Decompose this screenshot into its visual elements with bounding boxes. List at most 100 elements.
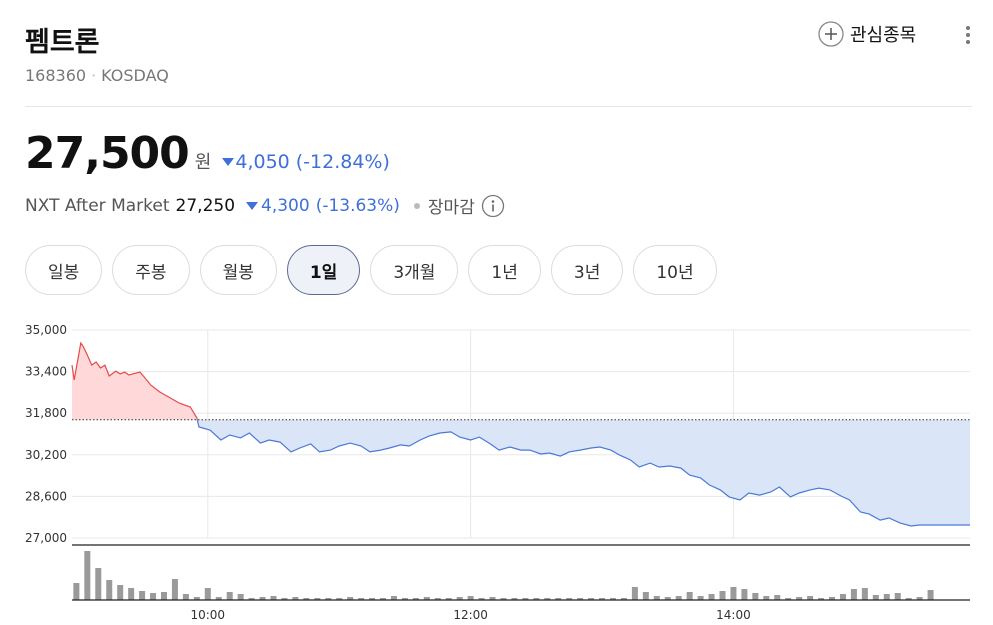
volume-bar xyxy=(358,598,365,600)
volume-bar xyxy=(796,597,803,600)
after-market-row: NXT After Market 27,250 4,300 (-13.63%) … xyxy=(25,193,505,218)
volume-bar xyxy=(544,598,551,600)
volume-bar xyxy=(609,598,616,600)
x-tick-label: 10:00 xyxy=(190,608,225,622)
volume-bar xyxy=(434,598,441,600)
volume-bar xyxy=(182,594,189,600)
period-tab[interactable]: 월봉 xyxy=(199,245,277,295)
volume-bar xyxy=(193,597,200,600)
volume-bar xyxy=(818,598,825,600)
volume-bar xyxy=(456,597,463,600)
change: 4,050 xyxy=(235,151,290,173)
volume-bar xyxy=(467,596,474,600)
price-line xyxy=(71,341,970,527)
stock-name: 펨트론 xyxy=(25,27,100,58)
volume-bar xyxy=(303,598,310,600)
volume-bar xyxy=(861,588,868,600)
y-tick-label: 28,600 xyxy=(25,489,67,503)
y-tick-label: 31,800 xyxy=(25,406,67,420)
volume-bar xyxy=(325,598,332,600)
volume-bar xyxy=(281,598,288,600)
volume-bar xyxy=(237,594,244,600)
watch-button[interactable]: 관심종목 xyxy=(818,21,916,47)
volume-bar xyxy=(511,598,518,600)
volume-bar xyxy=(653,596,660,600)
down-arrow xyxy=(222,158,235,166)
volume-bar xyxy=(719,591,726,600)
volume-bar xyxy=(215,597,222,600)
volume-bar xyxy=(117,585,124,600)
volume-bar xyxy=(171,579,178,600)
volume-bar xyxy=(697,596,704,600)
volume-bar xyxy=(204,588,211,600)
period-tab[interactable]: 3개월 xyxy=(370,245,459,295)
volume-bar xyxy=(314,598,321,600)
after-price: 27,250 xyxy=(175,195,236,216)
volume-bar xyxy=(423,597,430,600)
volume-bar xyxy=(905,598,912,600)
volume-bar xyxy=(620,598,627,600)
period-tab[interactable]: 10년 xyxy=(633,245,717,295)
period-tab[interactable]: 일봉 xyxy=(25,245,103,295)
volume-bar xyxy=(730,587,737,600)
volume-bar xyxy=(763,596,770,600)
volume-bar xyxy=(807,596,814,600)
volume-bar xyxy=(829,597,836,600)
volume-bar xyxy=(533,598,540,600)
plus-icon xyxy=(818,21,844,47)
watch-label: 관심종목 xyxy=(850,25,917,46)
volume-bar xyxy=(500,598,507,600)
volume-bar xyxy=(664,597,671,600)
volume-bar xyxy=(631,587,638,600)
volume-bar xyxy=(752,593,759,600)
period-tab[interactable]: 1년 xyxy=(468,245,541,295)
volume-bar xyxy=(259,597,266,600)
volume-bar xyxy=(478,598,485,600)
period-tab[interactable]: 주봉 xyxy=(112,245,190,295)
volume-bar xyxy=(489,597,496,600)
volume-bar xyxy=(369,598,376,600)
period-tab[interactable]: 1일 xyxy=(286,245,361,295)
volume-bar xyxy=(927,590,934,600)
price-area xyxy=(72,343,970,526)
volume-bar xyxy=(160,592,167,600)
volume-bar xyxy=(292,597,299,600)
divider xyxy=(25,106,972,107)
info-icon[interactable] xyxy=(481,194,505,218)
volume-bar xyxy=(555,598,562,600)
code: 168360 xyxy=(25,66,87,85)
volume-bar xyxy=(850,589,857,600)
status: 장마감 xyxy=(427,198,475,218)
period-tab[interactable]: 3년 xyxy=(550,245,624,295)
y-tick-label: 35,000 xyxy=(25,323,67,337)
more-menu[interactable] xyxy=(963,24,973,46)
price-row: 27,500 원 4,050 (-12.84%) xyxy=(25,128,390,179)
volume-bar xyxy=(73,583,80,600)
y-tick-label: 33,400 xyxy=(25,365,67,379)
volume-bar xyxy=(686,592,693,600)
volume-bar xyxy=(128,588,135,600)
volume-bar xyxy=(675,596,682,600)
volume-bar xyxy=(226,592,233,600)
volume-bar xyxy=(150,593,157,600)
rate: (-12.84%) xyxy=(295,151,390,173)
volume-bar xyxy=(445,598,452,600)
dot: · xyxy=(91,66,97,85)
volume-bar xyxy=(390,596,397,600)
volume-bar xyxy=(785,598,792,600)
volume-bar xyxy=(401,598,408,600)
stock-code: 168360 · KOSDAQ xyxy=(25,66,169,85)
volume-bar xyxy=(566,598,573,600)
price: 27,500 xyxy=(25,128,190,179)
volume-bar xyxy=(708,594,715,600)
after-change: 4,300 xyxy=(261,195,310,216)
after-rate: (-13.63%) xyxy=(315,195,400,216)
volume-bar xyxy=(248,598,255,600)
volume-bar xyxy=(106,580,113,600)
volume-bar xyxy=(270,596,277,600)
volume-bar xyxy=(84,551,91,600)
volume-bar xyxy=(872,595,879,600)
